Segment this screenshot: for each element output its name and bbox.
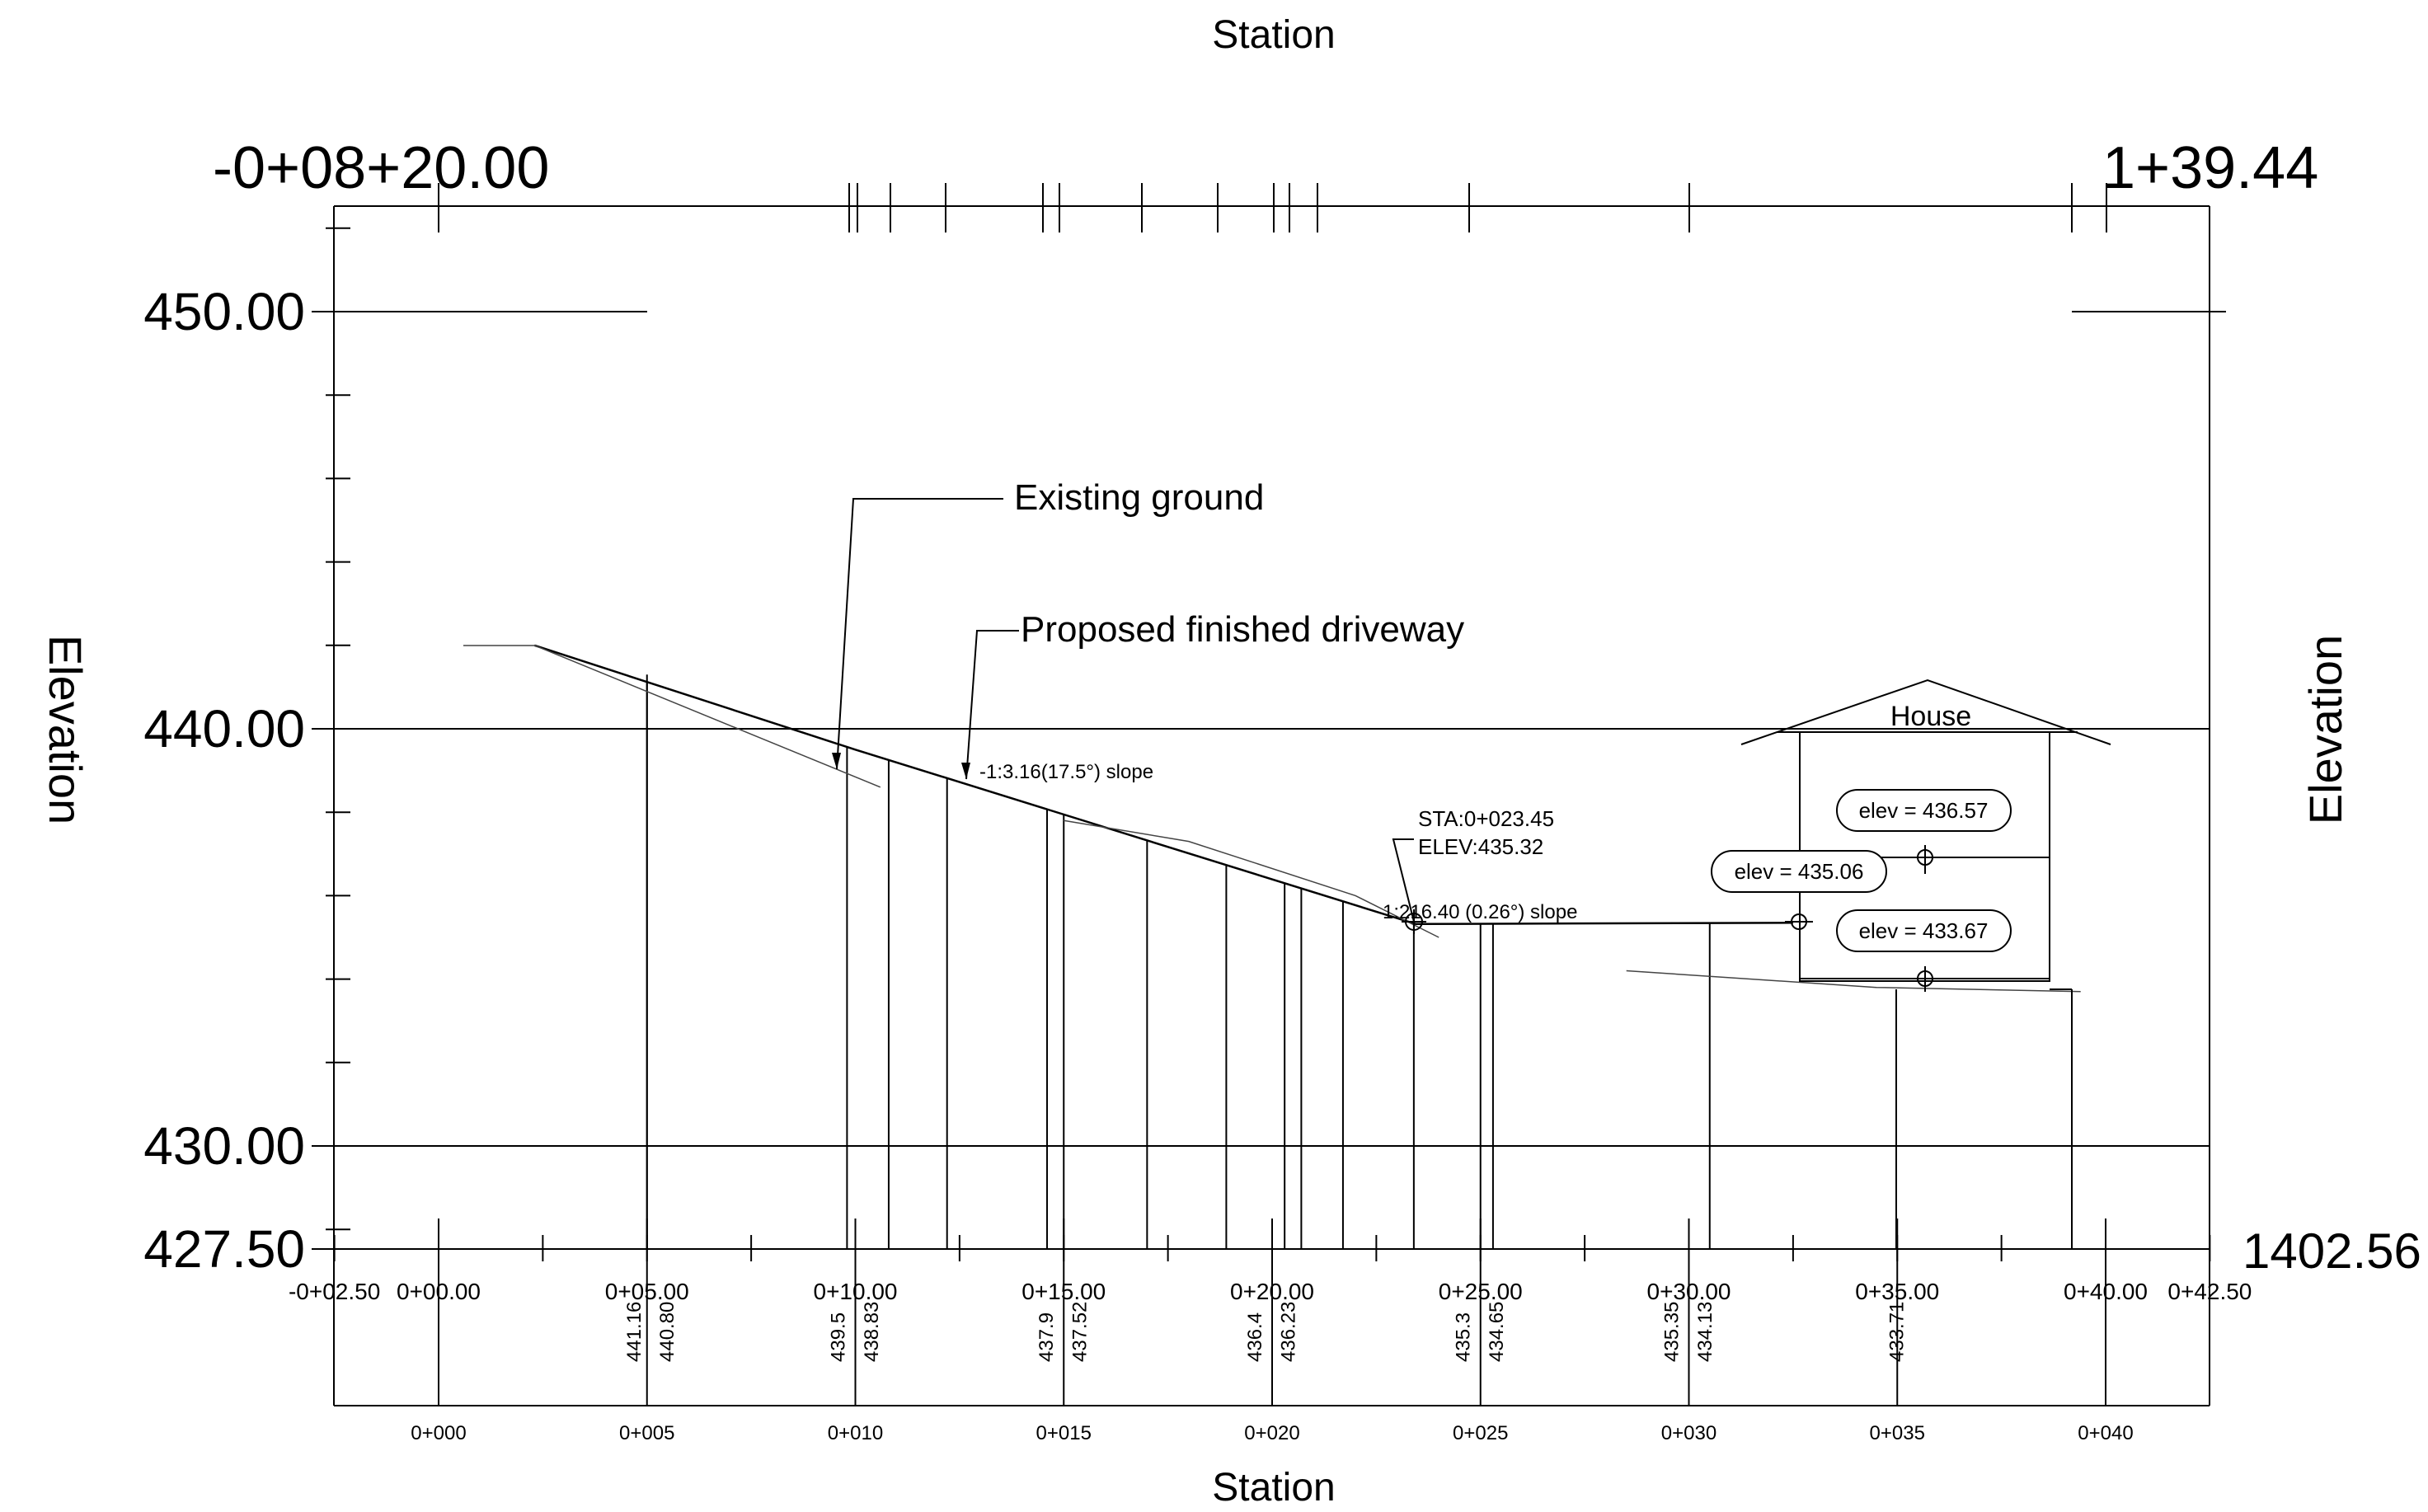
band-elevation-value: 435.3 bbox=[1453, 1312, 1475, 1362]
station-label: 0+25.00 bbox=[1439, 1279, 1523, 1304]
station-label: 0+42.50 bbox=[2167, 1279, 2252, 1304]
house-label: House bbox=[1890, 701, 1971, 732]
station-label: 0+40.00 bbox=[2064, 1279, 2148, 1304]
elevation-ticks bbox=[326, 227, 350, 1231]
station-label: 0+15.00 bbox=[1021, 1279, 1106, 1304]
station-label: 0+20.00 bbox=[1230, 1279, 1314, 1304]
right-bottom-label: 1402.56 bbox=[2242, 1223, 2421, 1279]
elev-tag: elev = 436.57 bbox=[1859, 798, 1989, 823]
bottom-axis-title: Station bbox=[1212, 1466, 1335, 1510]
house-outline bbox=[1740, 679, 2111, 1249]
existing-ground-line-3 bbox=[1626, 970, 2081, 993]
right-axis-title: Elevation bbox=[2299, 635, 2351, 824]
elevation-label: 440.00 bbox=[143, 699, 305, 758]
existing-ground-label: Existing ground bbox=[1014, 477, 1264, 518]
elev-label: ELEV:435.32 bbox=[1418, 834, 1543, 859]
band-station-label: 0+000 bbox=[411, 1422, 466, 1444]
band-elevation-value: 436.23 bbox=[1277, 1302, 1299, 1362]
proposed-driveway-line bbox=[533, 644, 1793, 926]
elevation-label: 430.00 bbox=[143, 1116, 305, 1176]
elevation-grid-lines bbox=[312, 311, 2226, 1250]
elev-tag: elev = 433.67 bbox=[1859, 918, 1989, 943]
station-verticals bbox=[646, 674, 1711, 1249]
band-station-label: 0+025 bbox=[1453, 1422, 1508, 1444]
station-label: 0+05.00 bbox=[605, 1279, 689, 1304]
band-elevation-value: 436.4 bbox=[1244, 1312, 1266, 1362]
band-elevation-value: 434.65 bbox=[1486, 1302, 1508, 1362]
elev-tag-shapes bbox=[1711, 789, 2012, 952]
top-right-station-label: 1+39.44 bbox=[2102, 135, 2318, 201]
station-labels: -0+02.50 0+00.00 0+05.00 0+10.00 0+15.00 0+20… bbox=[289, 1279, 2252, 1304]
band-station-label: 0+040 bbox=[2078, 1422, 2133, 1444]
band-elevation-value: 433.71 bbox=[1886, 1302, 1908, 1362]
band-elevation-value: 435.35 bbox=[1660, 1302, 1683, 1362]
left-axis-title: Elevation bbox=[40, 635, 92, 824]
leader-arrows bbox=[832, 753, 970, 779]
band-station-label: 0+030 bbox=[1661, 1422, 1717, 1444]
top-left-station-label: -0+08+20.00 bbox=[213, 135, 549, 201]
station-label: -0+02.50 bbox=[289, 1279, 380, 1304]
band-elevation-value: 440.80 bbox=[656, 1302, 679, 1362]
band-station-label: 0+020 bbox=[1244, 1422, 1299, 1444]
band-station-label: 0+005 bbox=[619, 1422, 674, 1444]
station-label: 0+35.00 bbox=[1855, 1279, 1939, 1304]
band-elevation-value: 437.9 bbox=[1036, 1312, 1058, 1362]
band-elevation-value: 437.52 bbox=[1069, 1302, 1092, 1362]
sta-label: STA:0+023.45 bbox=[1418, 806, 1554, 831]
band-elevation-value: 434.13 bbox=[1694, 1302, 1717, 1362]
elevation-label: 450.00 bbox=[143, 282, 305, 341]
band-elevation-value: 441.16 bbox=[623, 1302, 646, 1362]
top-station-ticks bbox=[438, 183, 2107, 232]
band-station-labels: 0+000 0+005 0+010 0+015 0+020 0+025 0+030 0+035… bbox=[411, 1422, 2133, 1444]
band-elevation-value: 438.83 bbox=[861, 1302, 883, 1362]
band-station-label: 0+015 bbox=[1036, 1422, 1092, 1444]
elevation-label: 427.50 bbox=[143, 1219, 305, 1279]
leaders bbox=[836, 498, 1415, 923]
station-label: 0+10.00 bbox=[814, 1279, 898, 1304]
band-station-label: 0+010 bbox=[828, 1422, 883, 1444]
existing-ground-line bbox=[534, 645, 881, 788]
station-label: 0+30.00 bbox=[1647, 1279, 1731, 1304]
existing-ground-line-2 bbox=[1064, 819, 1439, 938]
elev-tag: elev = 435.06 bbox=[1735, 859, 1864, 884]
slope-label-2: 1:216.40 (0.26°) slope bbox=[1383, 901, 1577, 923]
band-elevations: 441.16 440.80 439.5 438.83 437.9 437.52 436.4 4… bbox=[623, 1302, 1909, 1362]
band-elevation-value: 439.5 bbox=[827, 1312, 849, 1362]
band-station-label: 0+035 bbox=[1870, 1422, 1925, 1444]
top-axis-title: Station bbox=[1212, 13, 1335, 57]
proposed-driveway-label: Proposed finished driveway bbox=[1021, 609, 1464, 650]
slope-label-1: -1:3.16(17.5°) slope bbox=[979, 761, 1153, 783]
bottom-station-ticks bbox=[333, 1219, 2211, 1406]
station-label: 0+00.00 bbox=[397, 1279, 481, 1304]
